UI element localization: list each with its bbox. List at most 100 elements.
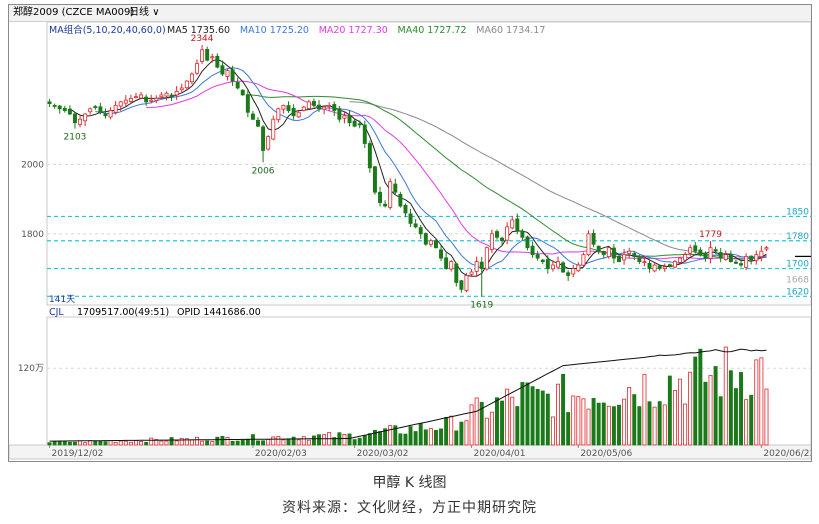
candle-down [657, 265, 662, 269]
candle-down [525, 236, 530, 249]
volume-bar-up [266, 438, 271, 446]
candle-up [764, 247, 769, 250]
volume-bar-up [489, 411, 494, 446]
volume-bar-up [342, 433, 347, 446]
volume-bar-down [103, 441, 108, 446]
candle-down [367, 143, 372, 169]
volume-bar-up [581, 398, 586, 446]
candle-down [169, 94, 174, 98]
chevron-down-icon: ∨ [152, 7, 160, 18]
candle-down [144, 96, 149, 103]
candle-down [245, 94, 250, 113]
volume-bar-down [718, 396, 723, 446]
volume-bar-up [556, 383, 560, 446]
candle-down [739, 263, 744, 266]
candle-up [139, 94, 144, 99]
candle-up [576, 264, 581, 272]
volume-bar-up [281, 439, 286, 446]
volume-bar-down [72, 441, 77, 446]
volume-bar-up [606, 405, 611, 446]
candle-up [200, 49, 205, 62]
candle-down [413, 223, 418, 228]
ma-legend-item: MA10 1725.20 [240, 25, 309, 36]
candle-up [118, 101, 123, 107]
volume-bar-up [723, 346, 728, 446]
candle-up [627, 250, 632, 254]
candle-up [678, 257, 682, 263]
volume-bar-down [530, 386, 535, 446]
candle-down [398, 194, 403, 207]
candle-up [474, 261, 479, 272]
candle-down [454, 263, 459, 283]
candle-up [586, 233, 591, 255]
candle-down [311, 100, 316, 106]
volume-bar-down [413, 431, 418, 446]
volume-bar-down [205, 440, 210, 446]
candle-down [459, 280, 464, 290]
candle-down [57, 105, 62, 110]
volume-bar-down [439, 428, 444, 446]
volume-bar-down [398, 433, 403, 446]
level-label: 1850 [786, 207, 809, 217]
candle-up [225, 70, 230, 77]
volume-bar-down [444, 417, 449, 446]
candle-up [271, 118, 276, 140]
volume-bar-down [667, 375, 672, 446]
volume-bar-down [566, 412, 571, 446]
candle-up [510, 219, 515, 229]
volume-bar-up [139, 441, 144, 446]
period-selector[interactable]: 日线 ∨ [129, 5, 160, 21]
volume-tick-label: 120万 [18, 364, 44, 374]
candle-down [693, 245, 698, 252]
volume-bar-up [128, 441, 133, 446]
volume-bar-down [454, 430, 459, 446]
volume-bar-down [749, 394, 754, 446]
candle-up [744, 255, 749, 268]
candle-down [749, 255, 754, 261]
volume-bar-down [632, 394, 637, 446]
candle-down [433, 240, 438, 249]
candle-down [703, 252, 708, 259]
volume-bar-down [144, 441, 149, 446]
volume-bar-up [149, 437, 154, 446]
candle-down [261, 126, 266, 151]
candle-down [540, 259, 545, 262]
candle-down [93, 106, 98, 108]
volume-bar-down [362, 435, 367, 446]
candle-up [464, 275, 469, 291]
candle-up [174, 91, 179, 96]
volume-bar-up [764, 388, 769, 446]
volume-bar-up [688, 371, 693, 446]
candle-down [495, 231, 499, 238]
candle-down [383, 203, 388, 207]
candle-down [103, 113, 108, 117]
candle-up [484, 247, 489, 270]
candle-up [723, 254, 728, 260]
candle-down [637, 258, 642, 262]
volume-bar-up [108, 440, 113, 446]
symbol-title: 郑醇2009 (CZCE MA009) [13, 7, 135, 18]
volume-bar-up [576, 396, 581, 446]
candle-up [556, 261, 560, 268]
volume-bar-down [347, 433, 352, 446]
volume-bar-down [256, 440, 260, 446]
volume-bar-down [728, 370, 733, 446]
volume-bar-up [225, 437, 230, 446]
volume-bar-down [495, 397, 499, 446]
volume-bar-down [62, 440, 67, 446]
date-tick-label: 2020/04/01 [474, 449, 526, 459]
candle-up [281, 104, 286, 110]
candle-down [62, 107, 67, 111]
candle-up [88, 108, 93, 113]
candle-up [428, 240, 433, 245]
candle-down [713, 249, 718, 252]
volume-bar-up [484, 417, 489, 446]
candle-down [617, 255, 621, 262]
volume-bar-up [571, 395, 576, 446]
volume-bar-down [535, 388, 540, 446]
volume-bar-up [642, 374, 647, 446]
candle-down [515, 218, 520, 231]
volume-bar-down [393, 425, 398, 446]
volume-bar-up [505, 388, 510, 446]
